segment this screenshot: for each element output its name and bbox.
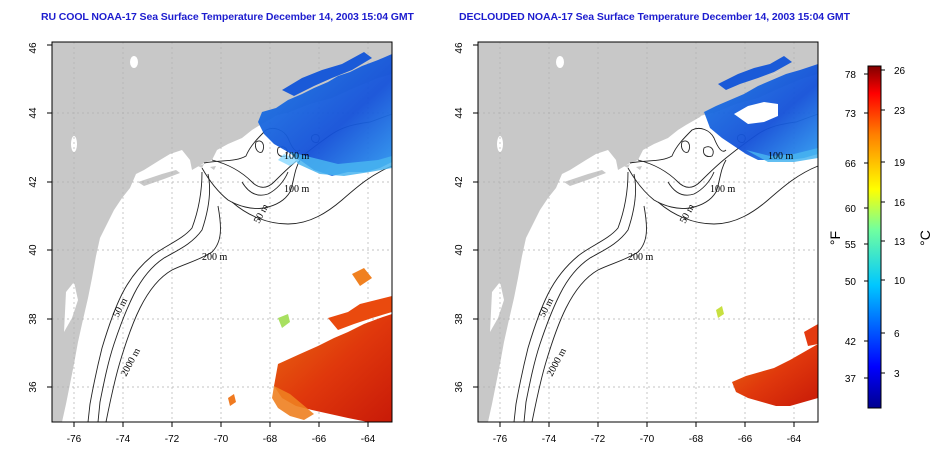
colorbar-gradient xyxy=(867,65,882,409)
celsius-tick-label: 19 xyxy=(894,158,906,169)
lat-tick-label: 38 xyxy=(454,313,465,325)
lon-tick-label: -72 xyxy=(165,434,180,445)
right-map: 100 m 100 m 50 m 200 m 50 m 2000 m -76 -… xyxy=(454,41,819,445)
lon-tick-label: -76 xyxy=(67,434,82,445)
lon-tick-label: -76 xyxy=(493,434,508,445)
fahrenheit-tick-label: 55 xyxy=(845,240,857,251)
contour-label-100m-a: 100 m xyxy=(284,151,310,162)
fahrenheit-tick-label: 73 xyxy=(845,109,857,120)
fahrenheit-tick-label: 37 xyxy=(845,374,857,385)
lat-tick-label: 44 xyxy=(28,107,39,119)
celsius-tick-label: 26 xyxy=(894,66,906,77)
contour-label-100m-b: 100 m xyxy=(710,184,736,195)
lat-tick-label: 44 xyxy=(454,107,465,119)
lat-tick-label: 40 xyxy=(28,244,39,256)
celsius-unit-label: °C xyxy=(917,230,933,246)
lon-tick-label: -68 xyxy=(263,434,278,445)
fahrenheit-tick-label: 66 xyxy=(845,159,857,170)
contour-label-200m: 200 m xyxy=(628,252,654,263)
lon-tick-label: -66 xyxy=(738,434,753,445)
left-lat-tick-labels: 36 38 40 42 44 46 xyxy=(28,42,39,393)
lat-tick-label: 42 xyxy=(28,176,39,188)
lon-tick-label: -66 xyxy=(312,434,327,445)
lon-tick-label: -68 xyxy=(689,434,704,445)
left-map-frame xyxy=(51,41,393,423)
left-map-title: RU COOL NOAA-17 Sea Surface Temperature … xyxy=(41,11,414,23)
lon-tick-label: -64 xyxy=(787,434,802,445)
fahrenheit-tick-label: 60 xyxy=(845,204,857,215)
lon-tick-label: -64 xyxy=(361,434,376,445)
lat-tick-label: 40 xyxy=(454,244,465,256)
lat-tick-label: 46 xyxy=(28,42,39,54)
celsius-tick-labels: 26 23 19 16 13 10 6 3 xyxy=(894,66,906,380)
lon-tick-label: -72 xyxy=(591,434,606,445)
lon-tick-label: -74 xyxy=(542,434,557,445)
celsius-tick-label: 16 xyxy=(894,198,906,209)
lat-tick-label: 38 xyxy=(28,313,39,325)
right-sst-overlay xyxy=(704,56,818,406)
celsius-tick-label: 10 xyxy=(894,276,906,287)
lat-tick-label: 42 xyxy=(454,176,465,188)
fahrenheit-tick-labels: 78 73 66 60 55 50 42 37 xyxy=(845,70,857,385)
lon-tick-label: -70 xyxy=(214,434,229,445)
fahrenheit-tick-label: 42 xyxy=(845,337,857,348)
contour-label-2000m: 2000 m xyxy=(545,346,569,378)
lat-tick-label: 36 xyxy=(454,381,465,393)
right-lat-tick-labels: 36 38 40 42 44 46 xyxy=(454,42,465,393)
celsius-tick-label: 3 xyxy=(894,369,900,380)
right-contour-labels: 100 m 100 m 50 m 200 m 50 m 2000 m xyxy=(537,151,794,378)
contour-label-2000m: 2000 m xyxy=(119,346,143,378)
celsius-tick-label: 13 xyxy=(894,237,906,248)
contour-label-100m-a: 100 m xyxy=(768,151,794,162)
lon-tick-label: -74 xyxy=(116,434,131,445)
lat-tick-label: 36 xyxy=(28,381,39,393)
right-map-frame xyxy=(477,41,819,423)
left-map: 100 m 100 m 50 m 200 m 50 m 2000 m -76 -… xyxy=(28,41,393,445)
lat-tick-label: 46 xyxy=(454,42,465,54)
fahrenheit-unit-label: °F xyxy=(827,231,843,245)
right-lon-tick-labels: -76 -74 -72 -70 -68 -66 -64 xyxy=(493,434,802,445)
fahrenheit-tick-label: 78 xyxy=(845,70,857,81)
left-lon-tick-labels: -76 -74 -72 -70 -68 -66 -64 xyxy=(67,434,376,445)
lon-tick-label: -70 xyxy=(640,434,655,445)
celsius-tick-label: 23 xyxy=(894,106,906,117)
fahrenheit-tick-label: 50 xyxy=(845,277,857,288)
contour-label-200m: 200 m xyxy=(202,252,228,263)
colorbar: 78 73 66 60 55 50 42 37 26 23 19 16 13 1… xyxy=(827,65,933,409)
contour-label-100m-b: 100 m xyxy=(284,184,310,195)
right-map-title: DECLOUDED NOAA-17 Sea Surface Temperatur… xyxy=(459,11,850,23)
celsius-tick-label: 6 xyxy=(894,329,900,340)
